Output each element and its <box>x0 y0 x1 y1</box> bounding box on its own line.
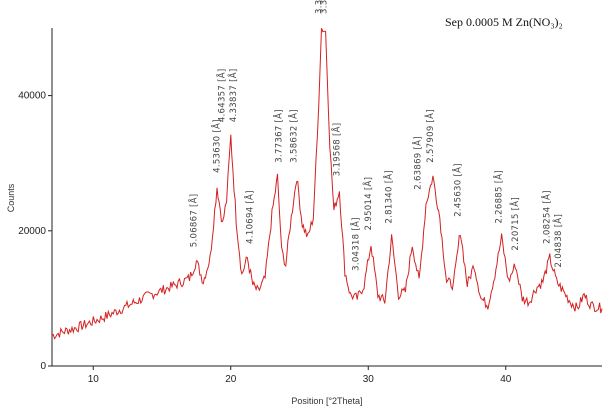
peak-label: 3.31579 [Å] <box>317 0 329 14</box>
peak-label: 5.06867 [Å] <box>187 194 199 248</box>
x-axis-title: Position [°2Theta] <box>291 396 362 406</box>
peak-label: 3.58632 [Å] <box>288 109 300 163</box>
peak-label: 3.19568 [Å] <box>330 123 342 177</box>
x-tick-label: 10 <box>88 374 100 385</box>
chart-title: Sep 0.0005 M Zn(NO₃)₂ <box>445 15 563 29</box>
y-ticks: 0 20000 40000 <box>18 91 52 372</box>
peak-label: 4.10694 [Å] <box>244 190 256 244</box>
y-tick-label: 0 <box>40 361 46 372</box>
peak-labels: 5.06867 [Å] 4.53630 [Å]4.64357 [Å] 4.33837… <box>187 0 563 271</box>
peak-label: 2.26885 [Å] <box>493 170 505 224</box>
series-line <box>51 28 603 340</box>
peak-label: 4.33837 [Å] <box>227 69 239 123</box>
y-tick-label: 40000 <box>18 91 46 102</box>
peak-label: 2.08254 [Å] <box>541 190 553 244</box>
peak-label: 3.34527 [Å] <box>313 0 325 14</box>
peak-label: 2.04838 [Å] <box>552 214 564 268</box>
y-axis-title: Counts <box>6 183 16 212</box>
peak-label: 2.57909 [Å] <box>424 109 436 163</box>
peak-label: 2.63869 [Å] <box>412 136 424 190</box>
peak-label: 2.20715 [Å] <box>509 197 521 251</box>
peak-label: 4.64357 [Å] <box>216 69 228 123</box>
peak-label: 4.53630 [Å] <box>211 119 223 173</box>
peak-label: 3.04318 [Å] <box>350 217 362 271</box>
peak-label: 2.95014 [Å] <box>362 177 374 231</box>
y-tick-label: 20000 <box>18 226 46 237</box>
peak-label: 2.45630 [Å] <box>451 163 463 217</box>
x-tick-label: 30 <box>363 374 375 385</box>
axes <box>51 28 602 367</box>
peak-label: 3.77367 [Å] <box>273 109 285 163</box>
x-ticks: 10 20 30 40 <box>88 366 512 385</box>
x-tick-label: 20 <box>225 374 237 385</box>
x-tick-label: 40 <box>500 374 512 385</box>
peak-label: 2.81340 [Å] <box>383 170 395 224</box>
